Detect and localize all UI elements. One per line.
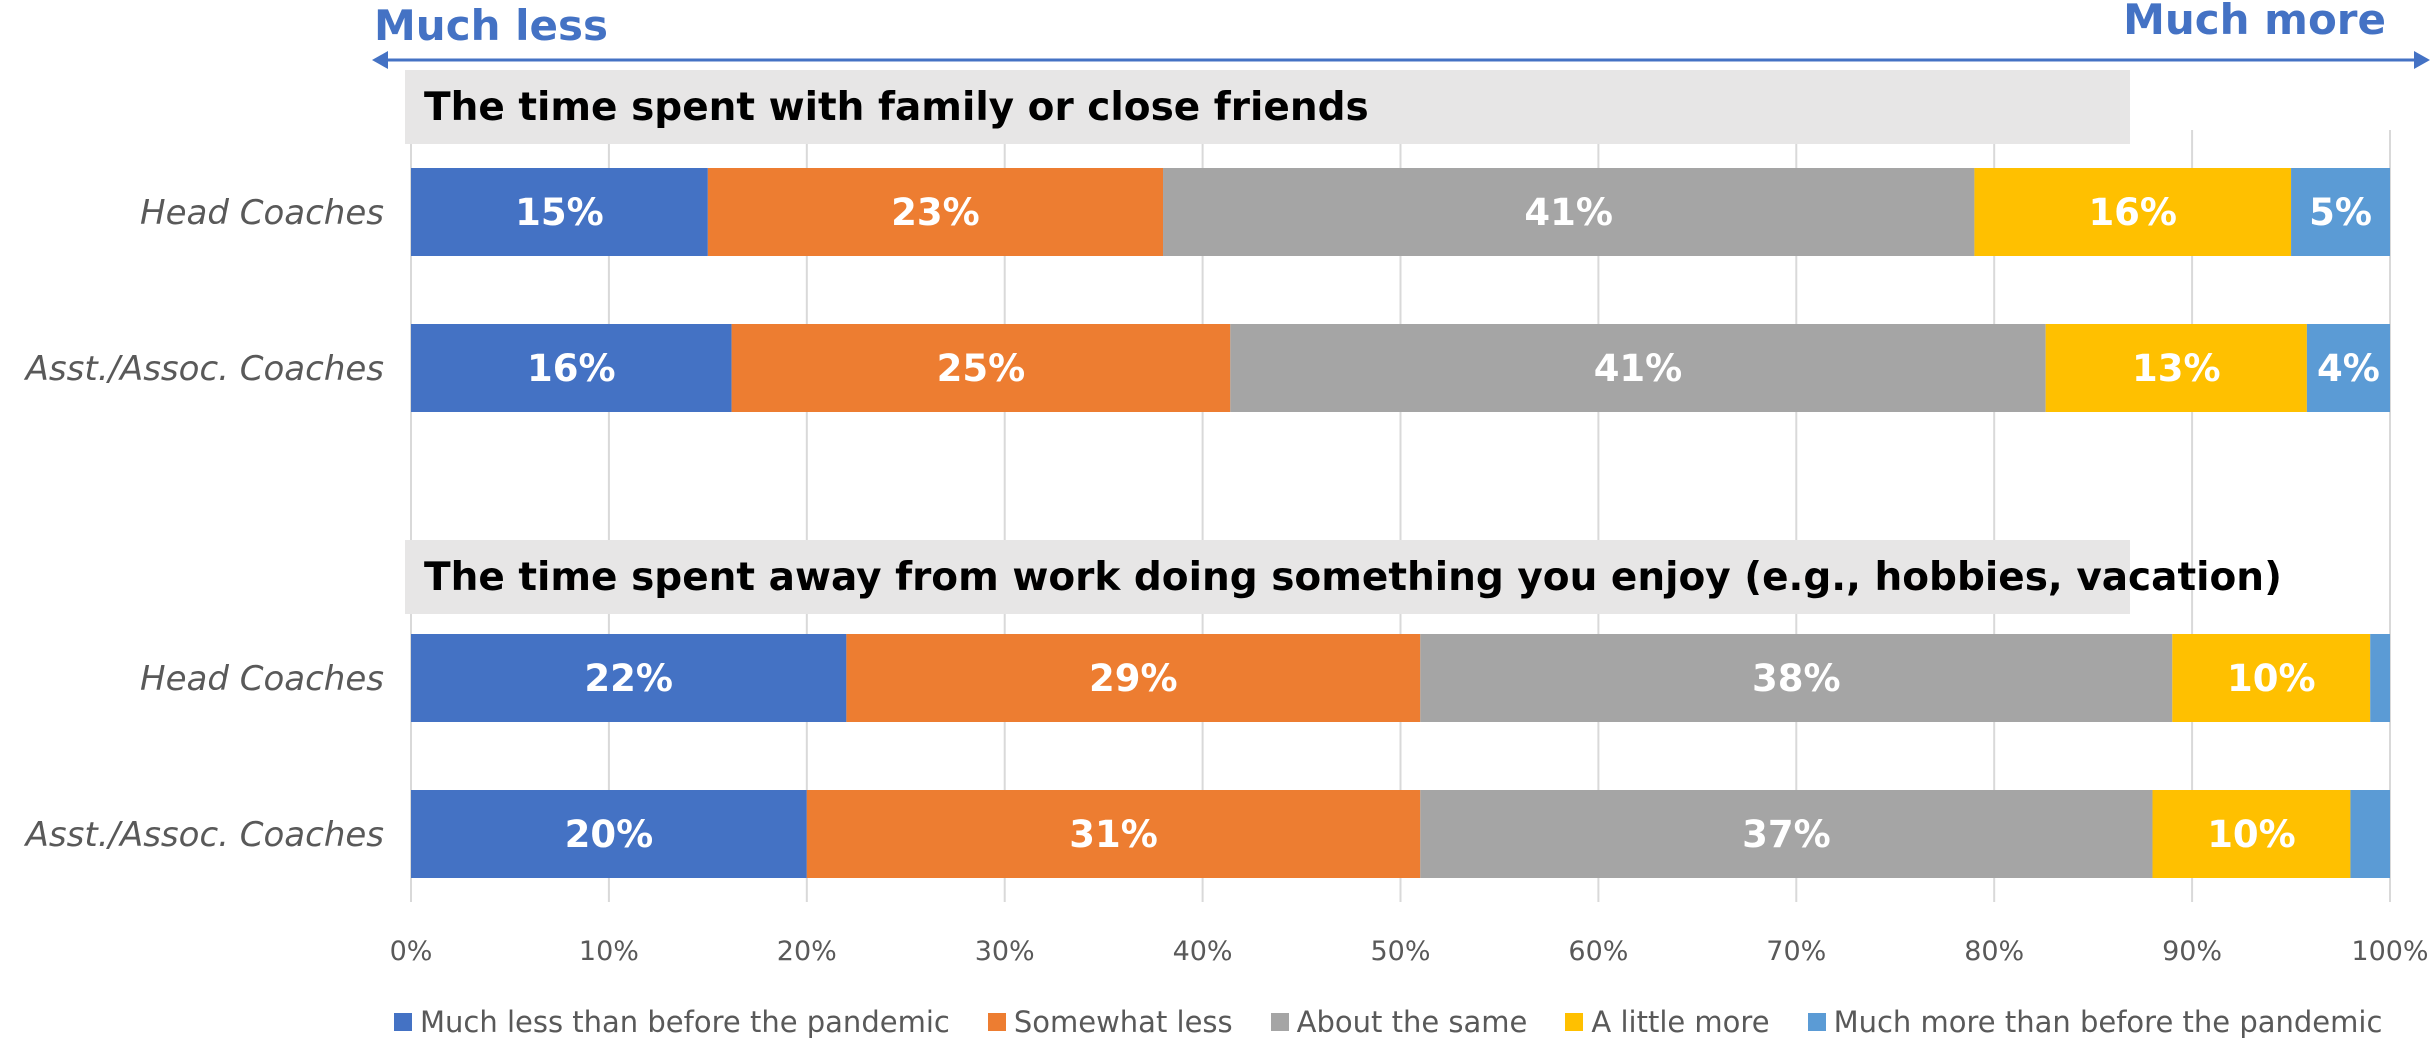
bar-segment [2350, 790, 2390, 878]
data-label: 13% [2132, 347, 2221, 390]
arrow-right-head [2414, 51, 2430, 69]
x-tick-label: 30% [975, 936, 1035, 967]
legend-swatch [1807, 1013, 1826, 1031]
legend-label: About the same [1296, 1005, 1528, 1039]
legend-swatch [1565, 1013, 1584, 1031]
x-tick-label: 80% [1964, 936, 2024, 967]
data-label: 41% [1594, 347, 1683, 390]
data-label: 16% [527, 347, 616, 390]
legend-swatch [394, 1013, 412, 1031]
bar-segment [2172, 634, 2371, 722]
legend-swatch [1270, 1013, 1289, 1031]
bar-segment [1420, 634, 2173, 722]
direction-arrows: Much less Much more [372, 0, 2430, 69]
bar-row: Head Coaches 22% 29% 38% 10% [140, 634, 2390, 722]
arrow-right-label: Much more [2123, 0, 2386, 44]
bar-segment [411, 790, 807, 878]
stacked-bar-chart: Much less Much more The time spent with … [24, 0, 2430, 967]
legend-item: A little more [1565, 1005, 1770, 1039]
bar-segment [806, 790, 1421, 878]
x-axis: 0% 10% 20% 30% 40% 50% 60% 70% 80% 90% 100% [390, 936, 2429, 967]
legend-item: Much more than before the pandemic [1807, 1005, 2383, 1039]
legend-label: Somewhat less [1013, 1005, 1233, 1039]
category-label: Asst./Assoc. Coaches [24, 815, 384, 855]
data-label: 23% [891, 191, 980, 234]
data-label: 20% [565, 813, 654, 856]
bar-segment [2291, 168, 2390, 256]
bar-segment [2152, 790, 2351, 878]
data-label: 38% [1752, 657, 1841, 700]
x-tick-label: 90% [2162, 936, 2222, 967]
data-label: 31% [1069, 813, 1158, 856]
data-label: 4% [2317, 347, 2380, 390]
legend-item: Somewhat less [987, 1005, 1233, 1039]
bar-row: Head Coaches 15% 23% 41% 16% 5% [140, 168, 2390, 256]
bar-segment [2306, 324, 2390, 412]
gridlines [410, 130, 2391, 902]
data-label: 15% [515, 191, 604, 234]
arrow-left-label: Much less [374, 1, 608, 50]
legend-label: Much less than before the pandemic [420, 1005, 950, 1039]
x-tick-label: 20% [777, 936, 837, 967]
bar-row: Asst./Assoc. Coaches 16% 25% 41% 13% 4% [24, 324, 2390, 412]
data-label: 25% [937, 347, 1026, 390]
legend-swatch [987, 1013, 1006, 1031]
x-tick-label: 40% [1173, 936, 1233, 967]
x-tick-label: 70% [1766, 936, 1826, 967]
group-title-background [405, 540, 2130, 614]
chart-group: The time spent with family or close frie… [24, 70, 2390, 412]
data-label: 16% [2088, 191, 2177, 234]
bar-segment [707, 168, 1164, 256]
group-title-background [405, 70, 2130, 144]
arrow-left-head [372, 51, 388, 69]
data-label: 37% [1742, 813, 1831, 856]
bar-segment [2045, 324, 2307, 412]
bar-segment [731, 324, 1231, 412]
legend-label: A little more [1591, 1005, 1770, 1039]
legend-item: Much less than before the pandemic [394, 1005, 950, 1039]
bar-segment [1974, 168, 2292, 256]
category-label: Head Coaches [140, 193, 384, 233]
x-tick-label: 100% [2351, 936, 2428, 967]
bar-row: Asst./Assoc. Coaches 20% 31% 37% 10% [24, 790, 2390, 878]
bar-segment [2370, 634, 2390, 722]
bar-segment [411, 324, 732, 412]
data-label: 41% [1524, 191, 1613, 234]
group-title: The time spent with family or close frie… [424, 85, 1369, 130]
category-label: Head Coaches [140, 659, 384, 699]
bar-segment [1230, 324, 2046, 412]
data-label: 10% [2227, 657, 2316, 700]
legend-item: About the same [1270, 1005, 1528, 1039]
chart-group: The time spent away from work doing some… [24, 540, 2390, 878]
legend-label: Much more than before the pandemic [1833, 1005, 2383, 1039]
data-label: 22% [584, 657, 673, 700]
data-label: 29% [1089, 657, 1178, 700]
data-label: 10% [2207, 813, 2296, 856]
bar-segment [846, 634, 1421, 722]
bar-segment [411, 168, 708, 256]
legend: Much less than before the pandemic Somewh… [394, 1005, 2383, 1039]
x-tick-label: 0% [390, 936, 433, 967]
bar-segment [1163, 168, 1975, 256]
group-title: The time spent away from work doing some… [424, 555, 2282, 600]
bar-segment [1420, 790, 2153, 878]
bar-segment [411, 634, 847, 722]
chart-groups: The time spent with family or close frie… [24, 70, 2390, 878]
data-label: 5% [2309, 191, 2372, 234]
x-tick-label: 10% [579, 936, 639, 967]
x-tick-label: 50% [1370, 936, 1430, 967]
category-label: Asst./Assoc. Coaches [24, 349, 384, 389]
x-tick-label: 60% [1568, 936, 1628, 967]
